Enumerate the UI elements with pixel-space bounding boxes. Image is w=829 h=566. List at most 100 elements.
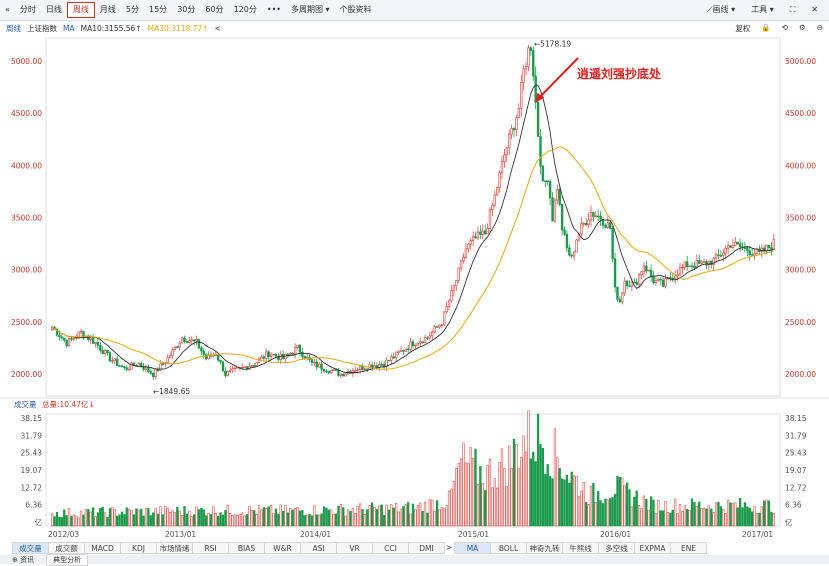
volume-bar [219,512,222,527]
indicator-tab-14[interactable]: BOLL [490,542,527,554]
indicator-tab-6[interactable]: BIAS [228,542,265,554]
candle-body [750,254,754,256]
volume-bar [161,514,164,527]
volume-bar [582,482,585,527]
back-arrow-icon[interactable]: < [214,23,221,33]
volume-bar [63,509,66,527]
volume-bar [563,479,566,527]
period-tab-7[interactable]: 60分 [205,5,224,14]
volume-bar [734,502,737,527]
candle-body [330,370,333,374]
candle-body [82,330,85,338]
candle-body [94,341,97,344]
candle-body [594,215,597,218]
indicator-tab-19[interactable]: ENE [670,542,707,554]
kline-chart[interactable]: 5000.00 5000.00 4500.00 4500.00 4000.00 4000.… [0,36,829,541]
period-tab-3[interactable]: 月线 [99,5,116,14]
volume-bar [508,445,511,527]
candle-body [269,354,273,357]
draw-line-button[interactable]: ⟋画线 ▾ [706,5,736,14]
volume-bar [635,490,638,527]
indicator-tab-4[interactable]: 市场情绪 [156,542,193,554]
volume-bar [683,505,686,527]
indicator-tab-8[interactable]: ASI [300,542,337,554]
adjust-rights-button[interactable]: 复权 [735,23,751,33]
candle-body [409,341,412,350]
candle-body [257,358,261,363]
period-tab-6[interactable]: 30分 [177,5,196,14]
collapse-icon[interactable]: « [5,5,10,14]
indicator-tab-13[interactable]: MA [454,542,491,554]
candle-body [115,358,119,367]
indicator-tab-18[interactable]: EXPMA [634,542,671,554]
volume-bar [645,498,648,527]
reset-icon[interactable]: ⟲ [781,22,788,32]
lock-icon[interactable]: 🔒 [761,22,771,32]
period-tab-2[interactable]: 周线 [66,2,95,18]
zoom-out-icon[interactable]: ⊖ [816,22,823,32]
candle-body [611,228,614,260]
indicator-tab-15[interactable]: 神奇九转 [526,542,563,554]
callout-arrow-line [535,57,579,102]
candle-body [221,361,225,372]
candle-body [447,300,451,307]
volume-total: 总量:10.47亿↓ [42,399,95,409]
period-tab-11[interactable]: 个股资料 [339,5,372,14]
candle-body [464,248,468,258]
indicator-tab-11[interactable]: DMI [408,542,445,554]
period-tab-8[interactable]: 120分 [233,5,257,14]
volume-bar [474,448,477,527]
indicator-tab-9[interactable]: VR [336,542,373,554]
volume-bar [354,513,357,527]
close-icon[interactable]: ✕ [811,5,818,14]
fullscreen-icon[interactable]: ⛶ [789,5,796,14]
indicator-tab-3[interactable]: KDJ [120,542,157,554]
indicator-tab-12[interactable]: > [445,543,453,552]
indicator-tab-0[interactable]: 成交量 [12,542,49,554]
candle-body [351,370,355,374]
indicator-tab-7[interactable]: W&R [264,542,301,554]
volume-bar [676,513,679,527]
candle-body [630,281,634,287]
news-tab[interactable]: ⊕ 资讯 [12,555,35,564]
candle-body [406,348,410,351]
candle-body [325,370,328,373]
volume-bar [358,503,362,527]
candle-body [508,133,511,149]
tools-button[interactable]: 工具 ▾ [751,5,774,14]
period-tab-1[interactable]: 日线 [45,5,62,14]
candle-body [99,345,102,351]
volume-bar [681,510,684,527]
period-tab-4[interactable]: 5分 [125,5,139,14]
settings-icon[interactable]: ⚙ [798,22,806,32]
indicator-tab-10[interactable]: CCI [372,542,409,554]
candle-body [414,344,417,347]
period-tab-5[interactable]: 15分 [149,5,168,14]
volume-bar [517,468,520,527]
volume-bar [116,515,119,527]
candle-body [380,364,383,366]
indicator-tab-1[interactable]: 成交额 [48,542,85,554]
volume-bar [719,506,723,527]
volume-label: 成交量 [14,399,37,409]
indicator-name[interactable]: MA [63,23,75,33]
volume-bar [498,462,501,527]
volume-bar [130,510,133,527]
candle-body [200,347,203,352]
candle-body [72,337,76,340]
indicator-tab-2[interactable]: MACD [84,542,121,554]
volume-bar [366,509,369,527]
volume-bar [690,498,694,527]
volume-bar [589,486,593,527]
volume-bar [760,506,763,527]
candle-body [724,247,727,254]
period-tab-10[interactable]: 多周期图 ▾ [291,5,330,14]
candle-body [515,117,518,131]
indicator-tab-17[interactable]: 多空线 [598,542,635,554]
indicator-tab-5[interactable]: RSI [192,542,229,554]
indicator-tab-16[interactable]: 牛熊线 [562,542,599,554]
period-tab-0[interactable]: 分时 [19,5,36,14]
index-name: 上证指数 [27,23,57,33]
period-tab-9[interactable]: ••• [266,5,281,14]
candle-body [553,199,557,222]
